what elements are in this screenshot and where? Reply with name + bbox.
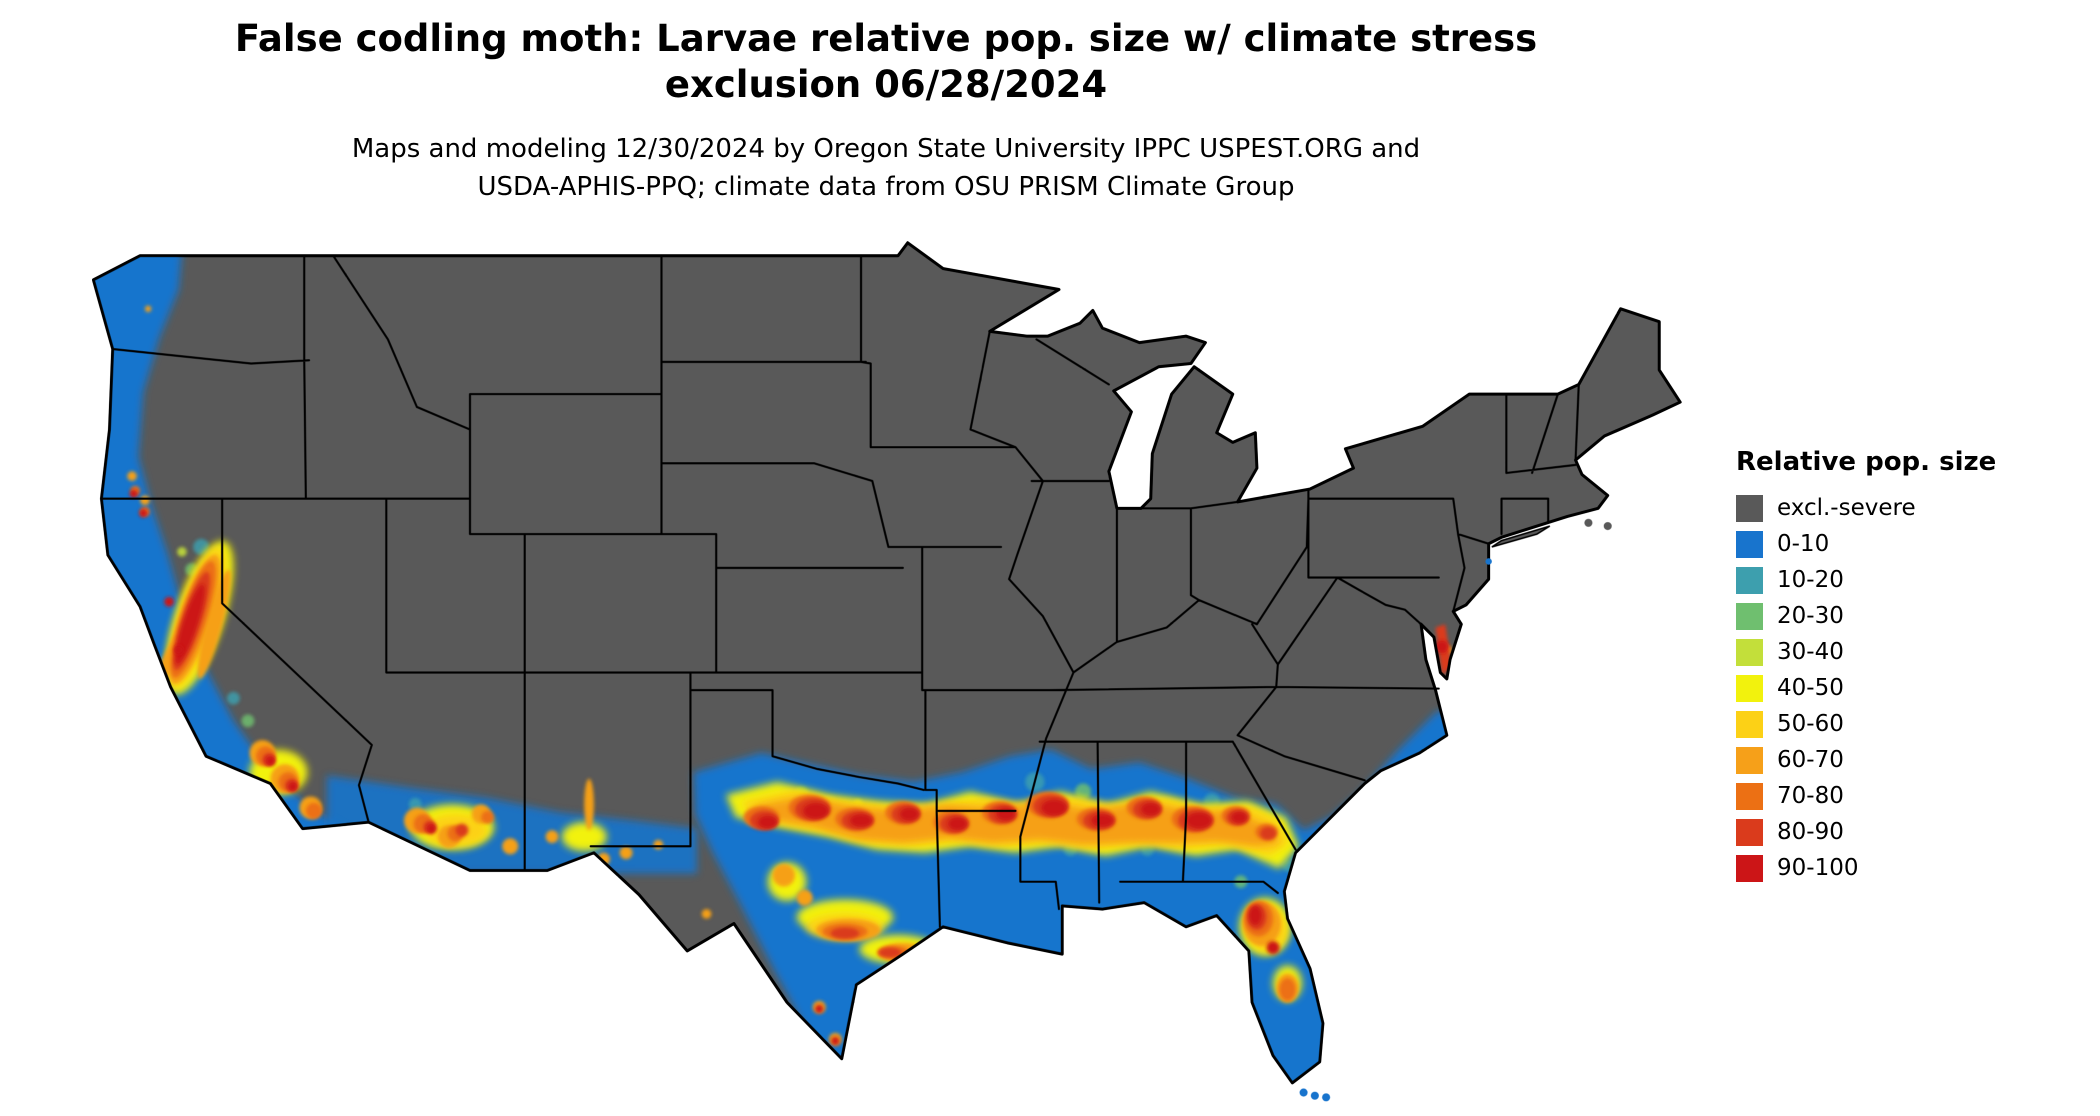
legend-items: excl.-severe 0-10 10-20 20-30 30-40 40-50 50-6… <box>1736 495 1996 882</box>
state-borders <box>100 254 1580 928</box>
legend-swatch <box>1736 819 1763 846</box>
figure-header: False codling moth: Larvae relative pop.… <box>0 16 1772 206</box>
coastal-speck <box>1485 558 1492 565</box>
legend-label: excl.-severe <box>1777 495 1916 521</box>
us-outline <box>92 241 1682 1085</box>
legend-swatch <box>1736 675 1763 702</box>
figure-title: False codling moth: Larvae relative pop.… <box>0 16 1772 108</box>
us-map-svg <box>92 241 1682 1102</box>
islands <box>1299 518 1612 1102</box>
legend-swatch <box>1736 603 1763 630</box>
legend-item: 70-80 <box>1736 783 1996 810</box>
legend-swatch <box>1736 783 1763 810</box>
legend: Relative pop. size excl.-severe 0-10 10-20… <box>1736 447 1996 891</box>
florida-keys <box>1299 1088 1331 1102</box>
legend-item: excl.-severe <box>1736 495 1996 522</box>
us-map <box>85 238 1695 1107</box>
legend-item: 30-40 <box>1736 639 1996 666</box>
figure-subtitle-line1: Maps and modeling 12/30/2024 by Oregon S… <box>351 134 1421 164</box>
legend-swatch <box>1736 531 1763 558</box>
legend-item: 40-50 <box>1736 675 1996 702</box>
figure-subtitle-line2: USDA-APHIS-PPQ; climate data from OSU PR… <box>477 172 1295 202</box>
legend-swatch <box>1736 747 1763 774</box>
legend-label: 50-60 <box>1777 711 1844 737</box>
legend-item: 20-30 <box>1736 603 1996 630</box>
figure-subtitle: Maps and modeling 12/30/2024 by Oregon S… <box>0 130 1772 206</box>
legend-swatch <box>1736 711 1763 738</box>
legend-label: 10-20 <box>1777 567 1844 593</box>
figure-title-line1: False codling moth: Larvae relative pop.… <box>234 17 1538 60</box>
figure-title-line2: exclusion 06/28/2024 <box>664 63 1108 106</box>
legend-label: 40-50 <box>1777 675 1844 701</box>
legend-title: Relative pop. size <box>1736 447 1997 477</box>
legend-label: 20-30 <box>1777 603 1844 629</box>
legend-label: 60-70 <box>1777 747 1844 773</box>
legend-item: 0-10 <box>1736 531 1996 558</box>
raster-90-100 <box>129 489 1449 1046</box>
legend-label: 90-100 <box>1777 855 1859 881</box>
island-dot <box>1603 522 1612 531</box>
legend-label: 70-80 <box>1777 783 1844 809</box>
legend-swatch <box>1736 567 1763 594</box>
legend-swatch <box>1736 639 1763 666</box>
legend-item: 90-100 <box>1736 855 1996 882</box>
legend-item: 60-70 <box>1736 747 1996 774</box>
legend-label: 0-10 <box>1777 531 1830 557</box>
island-dot <box>1584 518 1593 527</box>
legend-item: 10-20 <box>1736 567 1996 594</box>
legend-label: 80-90 <box>1777 819 1844 845</box>
legend-item: 80-90 <box>1736 819 1996 846</box>
long-island <box>1491 525 1551 548</box>
legend-swatch <box>1736 855 1763 882</box>
legend-item: 50-60 <box>1736 711 1996 738</box>
legend-swatch <box>1736 495 1763 522</box>
legend-label: 30-40 <box>1777 639 1844 665</box>
